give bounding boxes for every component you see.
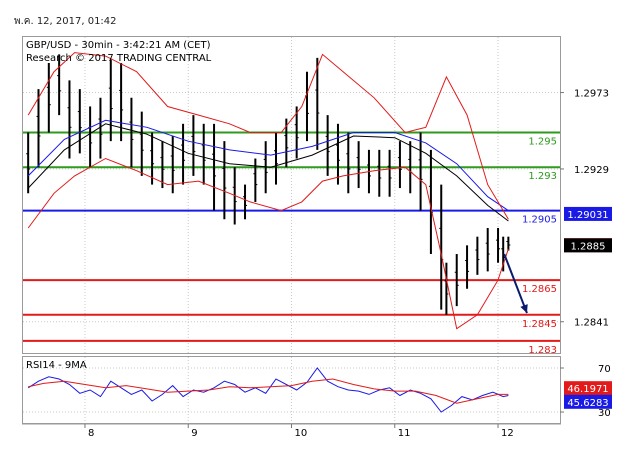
price-overlay-line [27,52,509,220]
x-tick-label: 9 [191,428,197,439]
level-label: 1.283 [528,345,557,356]
rsi-gridlines [23,357,560,423]
price-overlay-line [27,119,509,212]
level-label: 1.293 [528,171,557,182]
rsi-chart-title: RSI14 - 9MA [26,360,87,371]
level-label: 1.2845 [522,319,557,330]
rsi-series [27,367,509,413]
x-tick-labels: 8 9 10 11 12 [84,424,514,439]
price-panel-frame [22,36,561,354]
x-tick-label: 11 [398,428,411,439]
rsi-line [28,378,509,404]
rsi-value-badges: 46.1971 45.6283 [564,381,612,409]
level-label: 1.2905 [522,215,557,226]
price-badge [564,206,612,221]
rsi-badge-label: 46.1971 [567,384,608,395]
rsi-badge [564,394,612,409]
price-badge-label: 1.29031 [567,210,608,221]
price-chart-subtitle: Research © 2017 TRADING CENTRAL [26,53,212,64]
price-y-tick-label: 1.2841 [574,318,609,329]
price-levels: 1.295 1.293 1.2905 1.2865 1.2845 1.283 [23,131,560,356]
level-label: 1.2865 [522,284,557,295]
price-badge [564,238,612,253]
rsi-y-tick-label: 70 [598,364,611,375]
price-series [26,52,511,330]
price-overlay-line [27,157,509,330]
rsi-y-tick-label: 30 [598,408,611,419]
level-label: 1.295 [528,136,557,147]
price-gridlines [23,37,560,353]
price-y-tick-labels: 1.2973 1.2929 1.2841 [560,89,609,329]
rsi-line [27,367,509,413]
x-tick-label: 12 [501,428,514,439]
x-tick-label: 10 [295,428,308,439]
price-y-tick-label: 1.2973 [574,89,609,100]
rsi-badge-label: 45.6283 [567,398,608,409]
x-tick-label: 8 [88,428,94,439]
rsi-badge [564,381,612,396]
forecast-arrow-shaft [503,253,528,314]
price-overlay-line [27,123,509,222]
forecast-arrow-head [520,304,528,314]
price-badge-label: 1.2885 [571,241,606,252]
forecast-arrow [503,253,528,314]
price-chart-title: GBP/USD - 30min - 3:42:21 AM (CET) [26,40,211,51]
date-stamp: พ.ค. 12, 2017, 01:42 [14,16,117,27]
rsi-y-tick-labels: 70 30 [560,364,611,419]
price-y-tick-label: 1.2929 [574,165,609,176]
